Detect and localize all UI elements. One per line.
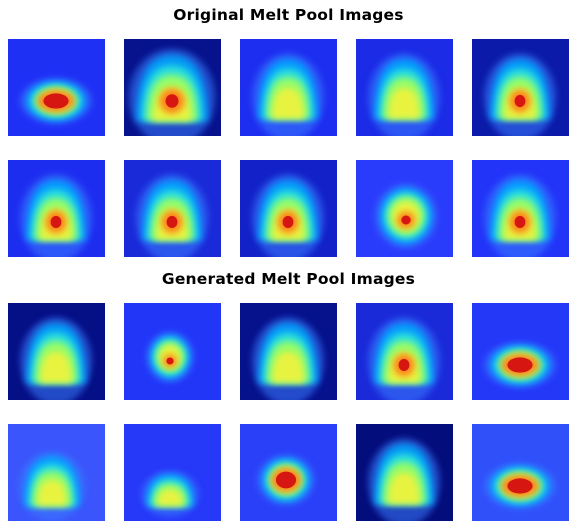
generated-melt-pool-heatmap	[124, 303, 221, 400]
generated-image-2	[124, 303, 221, 400]
generated-melt-pool-heatmap	[472, 303, 569, 400]
generated-melt-pool-heatmap	[472, 424, 569, 521]
generated-melt-pool-heatmap	[240, 303, 337, 400]
generated-image-3	[240, 303, 337, 400]
original-image-2	[124, 39, 221, 136]
generated-image-9	[356, 424, 453, 521]
original-image-9	[356, 160, 453, 257]
original-image-4	[356, 39, 453, 136]
original-image-3	[240, 39, 337, 136]
original-melt-pool-heatmap	[472, 160, 569, 257]
original-section-title: Original Melt Pool Images	[173, 6, 404, 24]
original-image-10	[472, 160, 569, 257]
original-melt-pool-heatmap	[356, 39, 453, 136]
generated-melt-pool-heatmap	[8, 424, 105, 521]
original-image-6	[8, 160, 105, 257]
original-melt-pool-heatmap	[124, 160, 221, 257]
original-image-7	[124, 160, 221, 257]
original-image-8	[240, 160, 337, 257]
generated-image-6	[8, 424, 105, 521]
original-melt-pool-heatmap	[8, 160, 105, 257]
original-melt-pool-heatmap	[8, 39, 105, 136]
generated-melt-pool-heatmap	[240, 424, 337, 521]
generated-melt-pool-heatmap	[356, 424, 453, 521]
generated-image-8	[240, 424, 337, 521]
generated-melt-pool-heatmap	[8, 303, 105, 400]
original-image-1	[8, 39, 105, 136]
generated-image-10	[472, 424, 569, 521]
generated-melt-pool-heatmap	[124, 424, 221, 521]
original-melt-pool-heatmap	[124, 39, 221, 136]
original-melt-pool-heatmap	[472, 39, 569, 136]
generated-image-5	[472, 303, 569, 400]
original-melt-pool-heatmap	[240, 39, 337, 136]
original-image-5	[472, 39, 569, 136]
original-melt-pool-heatmap	[356, 160, 453, 257]
generated-section-title: Generated Melt Pool Images	[161, 270, 416, 288]
generated-image-4	[356, 303, 453, 400]
generated-melt-pool-heatmap	[356, 303, 453, 400]
generated-image-1	[8, 303, 105, 400]
original-melt-pool-heatmap	[240, 160, 337, 257]
generated-image-7	[124, 424, 221, 521]
